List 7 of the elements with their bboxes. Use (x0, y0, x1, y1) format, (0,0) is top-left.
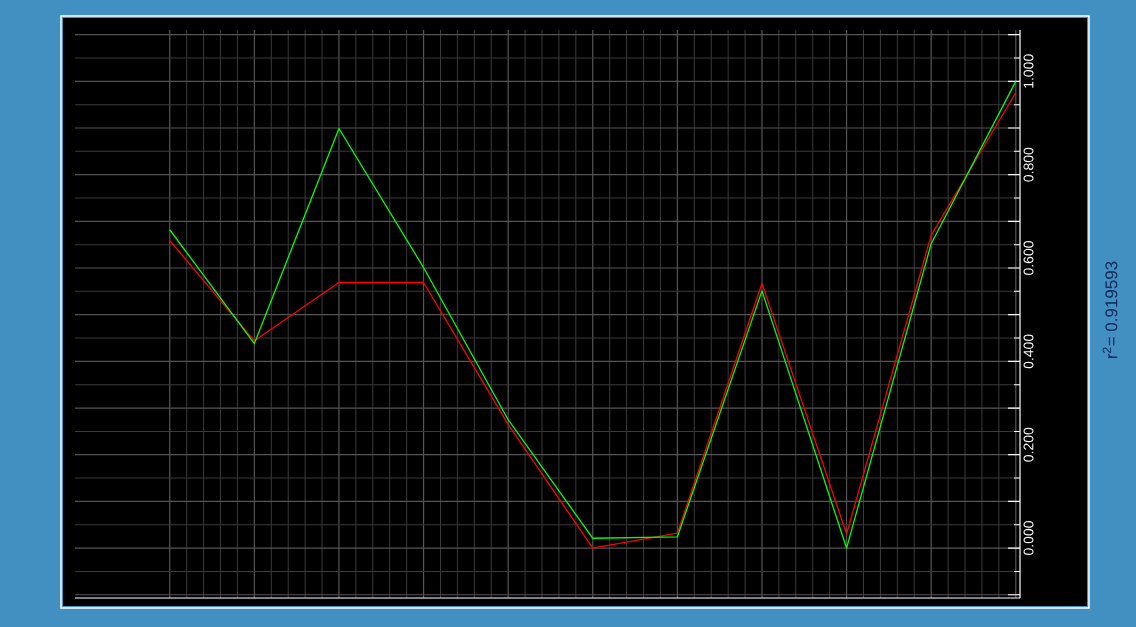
text: r$^{2}$= 0.919593 (1102, 261, 1118, 359)
y-tick-label: 0.800 (1023, 147, 1034, 182)
y-tick-label: 0.200 (1023, 427, 1034, 462)
y-tick-label: 0.600 (1023, 241, 1034, 275)
y-tick-label: 0.400 (1023, 334, 1034, 369)
y-tick-label: 1.000 (1023, 54, 1034, 88)
y-tick-label: 0.000 (1023, 521, 1034, 556)
